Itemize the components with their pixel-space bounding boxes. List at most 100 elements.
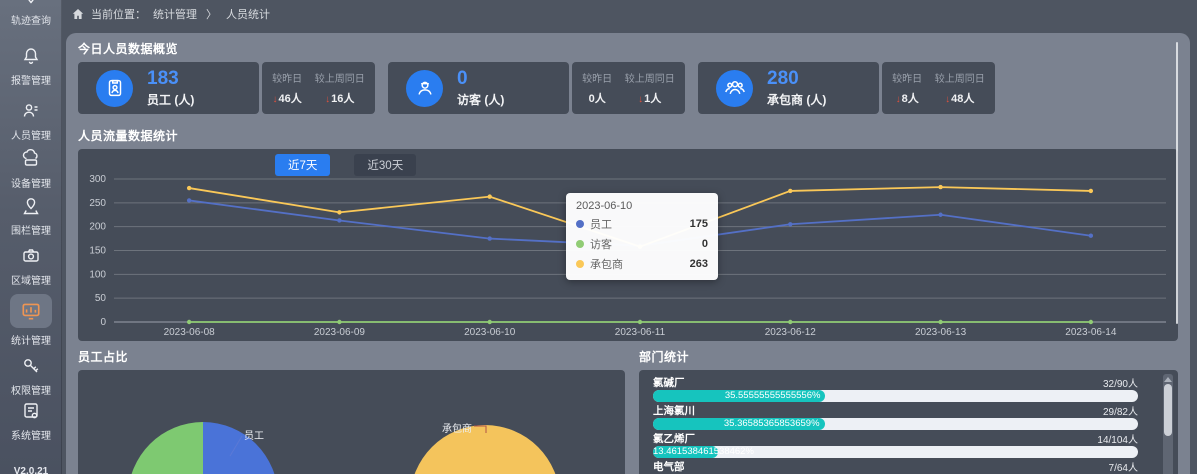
alarm-icon [19, 44, 43, 68]
arrow-down-icon: ↓ [325, 94, 331, 105]
overview-title: 今日人员数据概览 [78, 42, 179, 56]
stat-card-visitor: 0 访客 (人) 较昨日 0人 较上周同日 ↓1人 [388, 62, 685, 114]
stat-card-compare: 较昨日 ↓46人 较上周同日 ↓16人 [261, 62, 375, 114]
compare-yesterday: 较昨日 ↓46人 [272, 70, 302, 106]
main-panel: 今日人员数据概览 183 员工 (人) 较昨日 ↓46人 较上周同日 ↓16人 0 访客 (人… [66, 33, 1190, 474]
compare-amount: 16人 [331, 93, 355, 105]
stat-card-main: 183 员工 (人) [78, 62, 259, 114]
stat-label: 承包商 (人) [767, 92, 827, 107]
compare-last-week: 较上周同日 ↓1人 [625, 70, 675, 106]
compare-yesterday: 较昨日 ↓8人 [892, 70, 922, 106]
person-icon [19, 99, 43, 123]
breadcrumb-separator: 〉 [206, 9, 217, 21]
sidebar-item-system[interactable]: 系统管理 [0, 399, 61, 442]
sidebar-item-label: 围栏管理 [11, 226, 51, 237]
dept-count: 29/82人 [1102, 406, 1138, 418]
scroll-up-icon[interactable] [1164, 377, 1172, 382]
sidebar-item-permission[interactable]: 权限管理 [0, 354, 61, 397]
tooltip-series-value: 175 [689, 218, 708, 230]
sidebar-item-label: 人员管理 [11, 131, 51, 142]
dept-progress-fill: 13.461538461538462% [653, 446, 754, 458]
sidebar-item-track[interactable]: 轨迹查询 [0, 0, 61, 27]
dept-progress-fill: 35.36585365853659% [653, 418, 825, 430]
data-point [788, 188, 793, 194]
pie-card: 员工 承包商 [78, 370, 625, 474]
stat-label: 员工 (人) [147, 92, 195, 107]
pie-label-employee: 员工 [244, 431, 264, 442]
compare-amount: 0人 [588, 93, 606, 105]
compare-value: ↓46人 [272, 90, 302, 106]
tab-last-7-days[interactable]: 近7天 [275, 154, 331, 176]
sidebar-item-label: 区域管理 [11, 276, 51, 287]
compare-yesterday: 较昨日 0人 [582, 70, 612, 106]
overview-cards: 183 员工 (人) 较昨日 ↓46人 较上周同日 ↓16人 0 访客 (人) 较昨日 0人 较上周… [78, 62, 1178, 114]
series-dot-icon [576, 260, 584, 268]
data-point [938, 184, 943, 190]
dept-progress-track: 35.36585365853659% [653, 418, 1138, 430]
fence-icon [19, 194, 43, 218]
sidebar-item-fence[interactable]: 围栏管理 [0, 194, 61, 237]
track-icon [19, 0, 43, 8]
sidebar-item-label: 轨迹查询 [11, 16, 51, 27]
data-point [487, 236, 492, 241]
data-point [337, 319, 342, 325]
y-axis-tick: 100 [89, 269, 106, 280]
compare-label: 较昨日 [582, 74, 613, 85]
compare-label: 较昨日 [272, 74, 303, 85]
compare-value: ↓8人 [892, 90, 922, 106]
data-point [186, 198, 192, 203]
sidebar-item-person[interactable]: 人员管理 [0, 99, 61, 142]
stat-card-contractor: 280 承包商 (人) 较昨日 ↓8人 较上周同日 ↓48人 [698, 62, 995, 114]
dept-progress-track: 13.461538461538462% [653, 446, 1138, 458]
tab-last-30-days[interactable]: 近30天 [354, 154, 417, 176]
data-point [637, 319, 643, 325]
tooltip-row: 员工 175 [576, 216, 708, 232]
dept-scrollbar[interactable] [1163, 374, 1173, 474]
compare-label: 较上周同日 [314, 74, 365, 85]
stats-icon [10, 294, 52, 328]
page-scrollbar-thumb[interactable] [1176, 42, 1178, 324]
dept-scrollbar-thumb[interactable] [1164, 384, 1172, 436]
compare-amount: 48人 [951, 93, 975, 105]
home-icon[interactable] [72, 8, 84, 20]
sidebar-item-alarm[interactable]: 报警管理 [0, 44, 61, 87]
pie-leader-lines [229, 425, 487, 457]
x-axis-tick: 2023-06-11 [615, 327, 666, 338]
line-series [186, 319, 1094, 325]
data-point [1088, 233, 1094, 238]
compare-last-week: 较上周同日 ↓16人 [315, 70, 365, 106]
dept-stats-card: 氯碱厂 32/90人 35.55555555555556% 上海氯川 29/82人 35.… [639, 370, 1178, 474]
breadcrumb-location-label: 当前位置： [91, 9, 146, 21]
breadcrumb-section[interactable]: 统计管理 [153, 9, 197, 21]
data-point [186, 185, 192, 191]
compare-label: 较上周同日 [934, 74, 985, 85]
dept-row: 氯乙烯厂 14/104人 13.461538461538462% [653, 432, 1138, 458]
stat-value: 280 [767, 67, 799, 89]
sidebar-item-area[interactable]: 区域管理 [0, 244, 61, 287]
stat-value: 183 [147, 67, 179, 89]
sidebar-item-stats[interactable]: 统计管理 [0, 294, 61, 347]
arrow-down-icon: ↓ [272, 94, 278, 105]
compare-value: ↓16人 [315, 90, 365, 106]
sidebar-item-device[interactable]: 设备管理 [0, 147, 61, 190]
dept-count: 32/90人 [1102, 378, 1138, 390]
data-point [487, 319, 492, 325]
range-tabs: 近7天 近30天 [275, 154, 417, 176]
data-point [337, 218, 342, 223]
series-dot-icon [576, 220, 584, 228]
stat-card-main: 0 访客 (人) [388, 62, 569, 114]
data-point [788, 222, 793, 227]
data-point [487, 194, 492, 199]
compare-label: 较昨日 [892, 74, 923, 85]
stat-card-compare: 较昨日 0人 较上周同日 ↓1人 [571, 62, 685, 114]
compare-last-week: 较上周同日 ↓48人 [935, 70, 985, 106]
sidebar-item-label: 权限管理 [11, 386, 51, 397]
visitor-icon [406, 69, 443, 107]
sidebar-item-label: 设备管理 [11, 179, 51, 190]
sidebar-item-label: 统计管理 [11, 336, 51, 347]
dept-row: 氯碱厂 32/90人 35.55555555555556% [653, 376, 1138, 402]
stat-card-badge: 183 员工 (人) 较昨日 ↓46人 较上周同日 ↓16人 [78, 62, 375, 114]
area-icon [19, 244, 43, 268]
pie-label-contractor: 承包商 [442, 424, 472, 435]
